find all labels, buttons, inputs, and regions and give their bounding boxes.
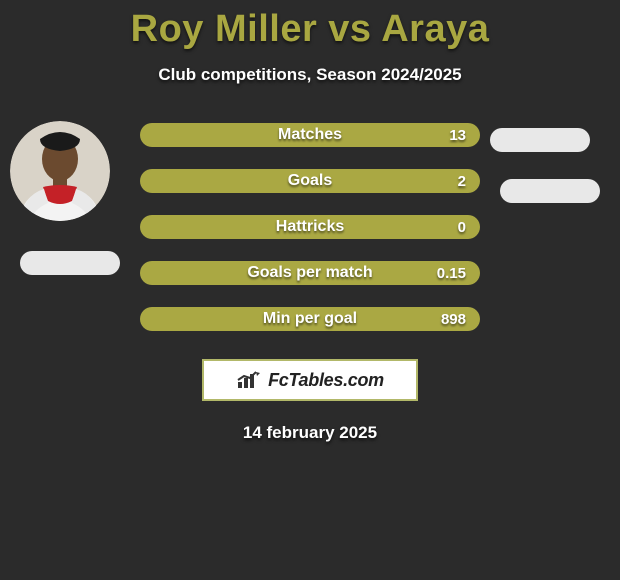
stat-value: 0.15: [437, 265, 466, 282]
stat-value: 2: [458, 173, 466, 190]
stat-bar-goals-per-match: Goals per match 0.15: [140, 261, 480, 285]
stat-label: Goals: [288, 172, 332, 190]
brand-text: FcTables.com: [268, 370, 384, 391]
player-left-name-pill: [20, 251, 120, 275]
subtitle: Club competitions, Season 2024/2025: [0, 65, 620, 85]
player-right-name-pill: [500, 179, 600, 203]
stat-label: Min per goal: [263, 310, 357, 328]
stat-value: 13: [449, 127, 466, 144]
avatar-image: [10, 121, 110, 221]
stat-bar-goals: Goals 2: [140, 169, 480, 193]
stat-value: 898: [441, 311, 466, 328]
stat-value: 0: [458, 219, 466, 236]
comparison-content: Matches 13 Goals 2 Hattricks 0 Goals per…: [0, 123, 620, 443]
player-left-avatar: [10, 121, 110, 221]
page-title: Roy Miller vs Araya: [0, 0, 620, 51]
player-right-avatar-pill: [490, 128, 590, 152]
stat-label: Goals per match: [247, 264, 372, 282]
stat-label: Hattricks: [276, 218, 344, 236]
stat-bar-min-per-goal: Min per goal 898: [140, 307, 480, 331]
stat-bars: Matches 13 Goals 2 Hattricks 0 Goals per…: [140, 123, 480, 331]
stat-bar-matches: Matches 13: [140, 123, 480, 147]
stat-label: Matches: [278, 126, 342, 144]
date-text: 14 february 2025: [0, 423, 620, 443]
stat-bar-hattricks: Hattricks 0: [140, 215, 480, 239]
chart-icon: [236, 370, 262, 390]
brand-link[interactable]: FcTables.com: [202, 359, 418, 401]
